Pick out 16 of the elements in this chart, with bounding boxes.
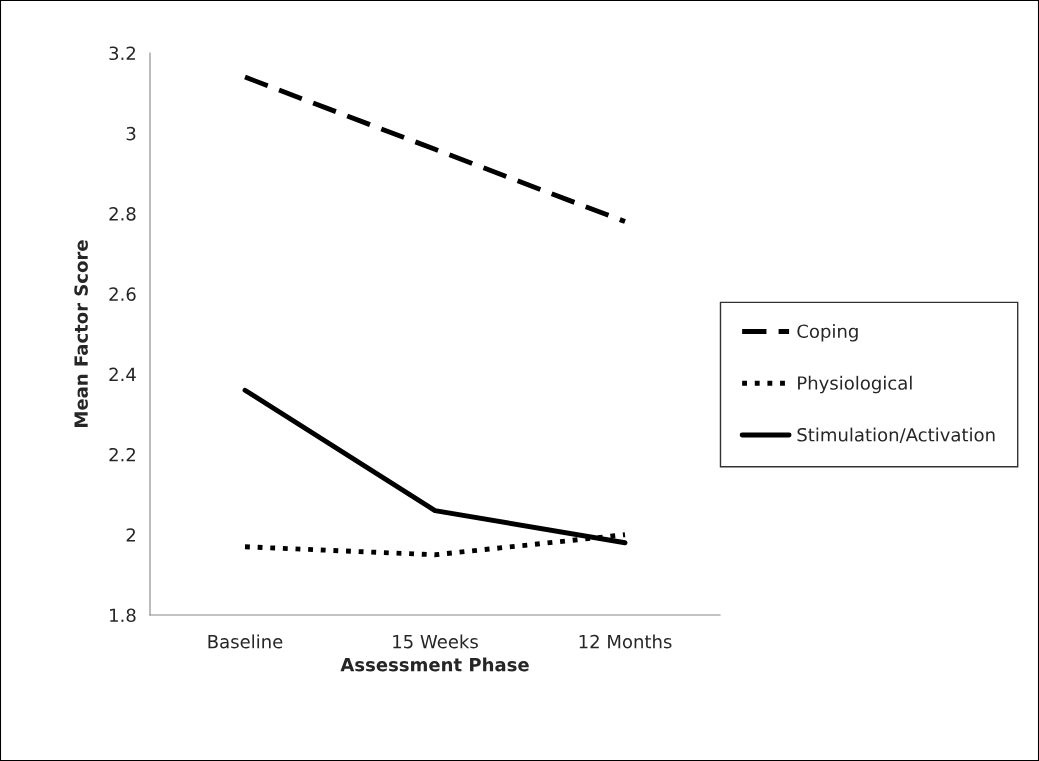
y-axis-title: Mean Factor Score: [74, 240, 88, 427]
y-tick-label: 2.8: [109, 207, 136, 221]
x-tick-label: 12 Months: [579, 634, 672, 649]
x-axis-title: Assessment Phase: [340, 657, 529, 672]
y-tick-label: 2.2: [109, 447, 135, 462]
x-tick-label: 15 Weeks: [393, 634, 478, 649]
x-tick-label: Baseline: [208, 634, 283, 649]
legend-label: Physiological: [798, 375, 912, 394]
y-tick-label: 3: [126, 126, 136, 141]
legend-label: Stimulation/Activation: [797, 427, 995, 444]
y-tick-label: 3.2: [109, 46, 135, 61]
y-tick-label: 2.4: [109, 367, 136, 381]
legend-label: Coping: [797, 324, 858, 342]
y-tick-label: 1.8: [110, 608, 136, 623]
y-tick-label: 2: [126, 528, 135, 542]
y-tick-label: 2.6: [109, 287, 136, 301]
